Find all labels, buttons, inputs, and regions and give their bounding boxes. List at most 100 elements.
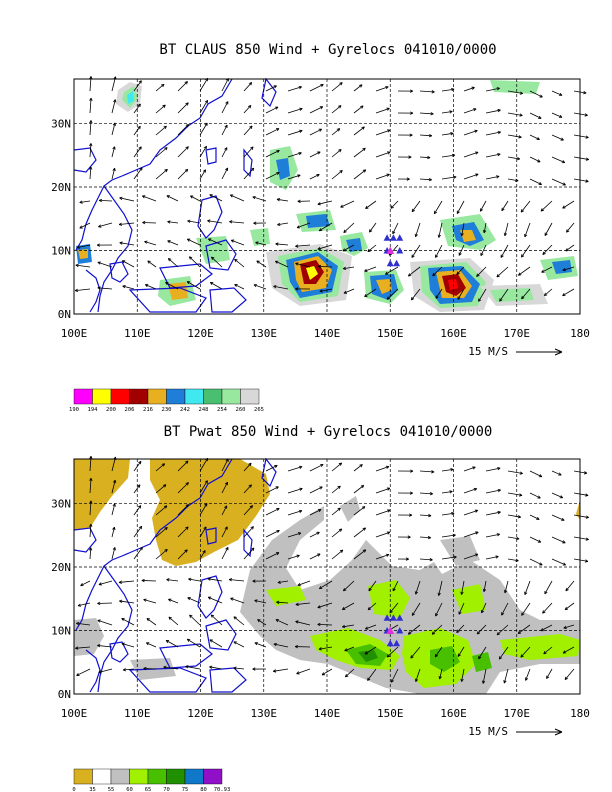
wind-vector: [485, 175, 500, 180]
wind-vector: [209, 194, 223, 202]
panel-2-latitude-labels: 0N 10N 20N 30N: [51, 497, 71, 701]
wind-vector: [155, 147, 168, 158]
wind-vector: [143, 666, 157, 671]
wind-vector: [118, 580, 135, 584]
wind-vector: [520, 646, 531, 658]
wind-vector: [564, 668, 575, 681]
wind-vector: [441, 555, 457, 560]
wind-vector: [133, 525, 143, 538]
wind-vector: [397, 491, 413, 495]
wind-vector: [565, 244, 575, 252]
wind-vector: [209, 281, 223, 290]
wind-vector: [419, 535, 431, 540]
latitude-tick-label: 0N: [58, 308, 71, 321]
wind-vector: [434, 646, 443, 658]
wind-vector: [188, 256, 201, 268]
wind-vector: [479, 200, 487, 212]
wind-vector: [187, 597, 201, 604]
wind-vector: [297, 580, 311, 587]
wind-vector: [456, 266, 465, 275]
wind-vector: [277, 580, 289, 584]
wind-vector: [331, 549, 344, 560]
wind-vector: [118, 222, 135, 226]
wind-vector: [296, 668, 311, 675]
wind-vector: [221, 505, 228, 516]
wind-vector: [441, 132, 454, 136]
wind-vector: [111, 547, 116, 560]
wind-vector: [340, 200, 355, 208]
wind-vector: [155, 104, 166, 114]
longitude-tick-label: 110E: [124, 327, 151, 340]
colorbar-swatch: [203, 768, 223, 785]
wind-vector: [419, 177, 432, 182]
wind-vector: [177, 482, 189, 494]
wind-vector: [562, 288, 575, 297]
panel-2: BT Pwat 850 Wind + Gyrelocs 041010/0000: [51, 424, 590, 792]
colorbar-label: 190: [69, 407, 79, 413]
wind-vector: [463, 531, 479, 538]
wind-vector: [386, 646, 399, 658]
wind-vector: [167, 240, 179, 246]
wind-vector: [544, 222, 553, 236]
wind-vector: [295, 620, 311, 626]
wind-vector: [353, 169, 367, 180]
wind-vector: [551, 470, 562, 476]
wind-vector: [234, 258, 245, 268]
wind-vector: [437, 222, 443, 238]
wind-vector: [353, 484, 365, 494]
panel-1-coastlines: [73, 77, 277, 313]
wind-vector: [551, 536, 566, 544]
wind-vector: [457, 646, 465, 657]
wind-vector: [458, 602, 465, 615]
wind-vector: [397, 177, 410, 181]
wind-vector: [199, 503, 208, 516]
wind-vector: [476, 624, 487, 635]
colorbar-label: 260: [236, 407, 246, 413]
colorbar-label: 216: [143, 407, 153, 413]
wind-vector: [133, 460, 142, 472]
wind-vector: [397, 89, 414, 93]
wind-vector: [485, 488, 501, 494]
wind-vector: [573, 536, 589, 541]
colorbar-label: 0: [72, 787, 75, 792]
wind-vector: [89, 143, 93, 158]
panel-2-wind-vectors: [75, 455, 589, 684]
wind-vector: [441, 533, 456, 538]
wind-vector: [529, 90, 543, 98]
wind-vector: [155, 526, 168, 538]
wind-vector: [133, 167, 143, 180]
wind-vector: [441, 110, 453, 114]
wind-vector: [273, 285, 289, 290]
wind-vector: [252, 196, 267, 202]
wind-vector: [199, 145, 207, 158]
panel-2-longitude-labels: 100E 110E 120E 130E 140E 150E 160E 170E 180: [61, 707, 590, 720]
wind-vector: [317, 602, 333, 609]
wind-vector: [166, 195, 179, 202]
gyre-triangle-marker: [396, 626, 404, 634]
wind-vector: [287, 532, 302, 538]
wind-vector: [165, 640, 179, 648]
gyre-center-marker: [386, 626, 395, 634]
wind-vector: [234, 284, 245, 290]
wind-vector: [501, 602, 509, 616]
colorbar-swatch: [166, 388, 186, 405]
wind-vector: [177, 549, 188, 560]
wind-vector: [551, 90, 563, 96]
wind-vector: [478, 288, 487, 302]
colorbar-label: 70.93: [214, 787, 231, 792]
wind-vector: [276, 600, 289, 605]
wind-vector: [529, 558, 543, 566]
wind-vector: [155, 548, 168, 560]
wind-vector: [287, 487, 303, 494]
wind-vector: [265, 128, 280, 136]
wind-vector: [410, 646, 421, 659]
wind-vector: [476, 266, 487, 277]
wind-vector: [390, 200, 399, 209]
wind-vector: [111, 479, 117, 494]
wind-vector: [365, 200, 377, 210]
wind-vector: [397, 133, 413, 137]
wind-vector: [144, 284, 157, 290]
wind-vector: [353, 84, 363, 92]
wind-vector: [407, 624, 421, 635]
wind-vector: [133, 146, 142, 158]
